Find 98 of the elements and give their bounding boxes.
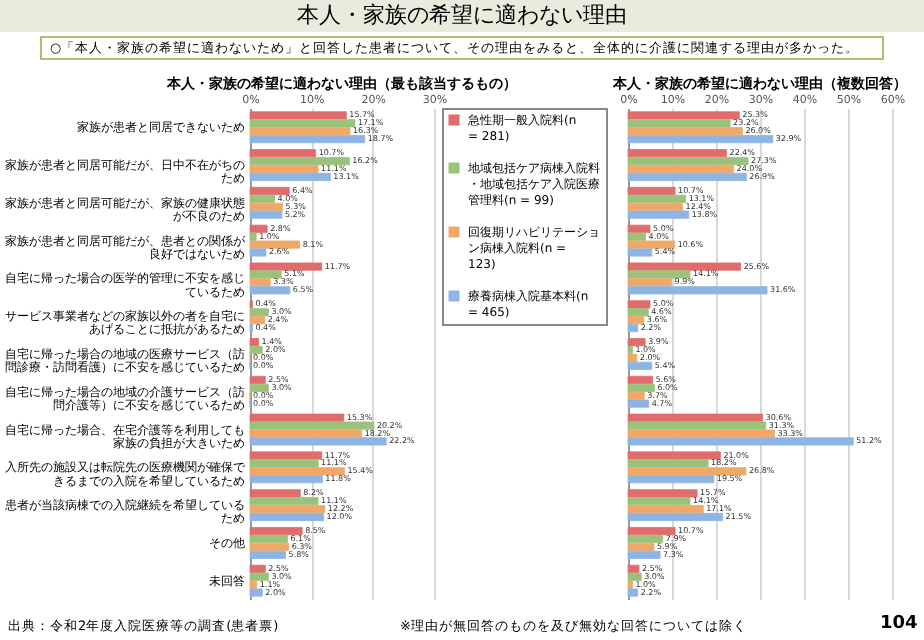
bar [627, 346, 633, 355]
bar [627, 248, 653, 257]
bar [627, 399, 650, 408]
bar [627, 111, 740, 120]
bar [249, 346, 263, 355]
bar [627, 580, 633, 589]
bar [249, 550, 286, 559]
bar [627, 278, 672, 287]
bar [627, 172, 747, 181]
bar [249, 111, 347, 120]
bar [249, 210, 283, 219]
bar [627, 353, 638, 362]
bar [249, 172, 331, 181]
bar [249, 413, 345, 422]
bar [627, 459, 709, 468]
bar [249, 308, 269, 317]
bar [627, 391, 645, 400]
bar [627, 489, 698, 498]
bar [249, 164, 319, 174]
bar [249, 383, 269, 392]
bar [249, 119, 356, 128]
bar [627, 550, 661, 559]
bar [627, 300, 651, 309]
bar [249, 475, 323, 484]
bar [627, 505, 704, 514]
bar [249, 459, 319, 468]
bar [627, 224, 651, 233]
bar [627, 451, 721, 460]
bar [249, 497, 319, 506]
bar [249, 437, 387, 446]
bar [249, 316, 266, 325]
text: 本人・家族の希望に適わない理由 [0, 0, 924, 32]
bar [627, 210, 690, 219]
bar [627, 164, 734, 174]
bar [249, 157, 350, 166]
bar [627, 262, 742, 271]
bar [249, 149, 317, 158]
bar [249, 534, 288, 544]
bar [249, 248, 267, 257]
bar [627, 286, 768, 295]
bar [627, 361, 653, 370]
bar [627, 512, 723, 522]
bar [249, 451, 323, 460]
bar [627, 413, 764, 422]
bar [627, 338, 646, 347]
bar [249, 527, 303, 536]
bar [249, 572, 269, 581]
bar [249, 232, 257, 241]
bar [627, 194, 687, 203]
bar [627, 375, 654, 384]
bar [249, 429, 363, 438]
bar [249, 564, 266, 573]
bar [627, 308, 649, 317]
bar [627, 324, 639, 333]
bar [627, 572, 642, 581]
bar [627, 270, 691, 279]
bar [627, 588, 639, 597]
bar [627, 149, 727, 158]
bar [627, 527, 676, 536]
bar [627, 127, 743, 136]
bar [249, 421, 375, 430]
bar [627, 497, 691, 506]
bar [627, 240, 676, 249]
bar [249, 194, 275, 203]
bar [249, 135, 366, 144]
bar [249, 338, 259, 347]
bar [627, 421, 767, 430]
bar [627, 383, 655, 392]
bar [627, 316, 645, 325]
text: 104 [880, 614, 918, 634]
bar [627, 564, 640, 573]
bar [627, 186, 676, 196]
bar [627, 135, 774, 144]
bar [627, 467, 747, 476]
bar [249, 588, 263, 597]
bar [627, 534, 664, 544]
bar [249, 489, 301, 498]
bar [249, 270, 282, 279]
bar [627, 429, 775, 438]
bar [627, 542, 655, 551]
bar [249, 224, 268, 233]
bar [249, 542, 290, 551]
bar [627, 232, 646, 241]
bar [249, 278, 271, 287]
bar [249, 286, 291, 295]
bar [249, 375, 266, 384]
bar [249, 262, 323, 271]
bar [627, 475, 715, 484]
bar [249, 580, 258, 589]
bar [627, 437, 854, 446]
bar [627, 157, 749, 166]
bar [249, 467, 345, 476]
bar [249, 512, 324, 522]
bar [627, 119, 731, 128]
bar [249, 240, 301, 249]
bar [249, 127, 351, 136]
bar [249, 186, 290, 196]
bar [249, 505, 326, 514]
